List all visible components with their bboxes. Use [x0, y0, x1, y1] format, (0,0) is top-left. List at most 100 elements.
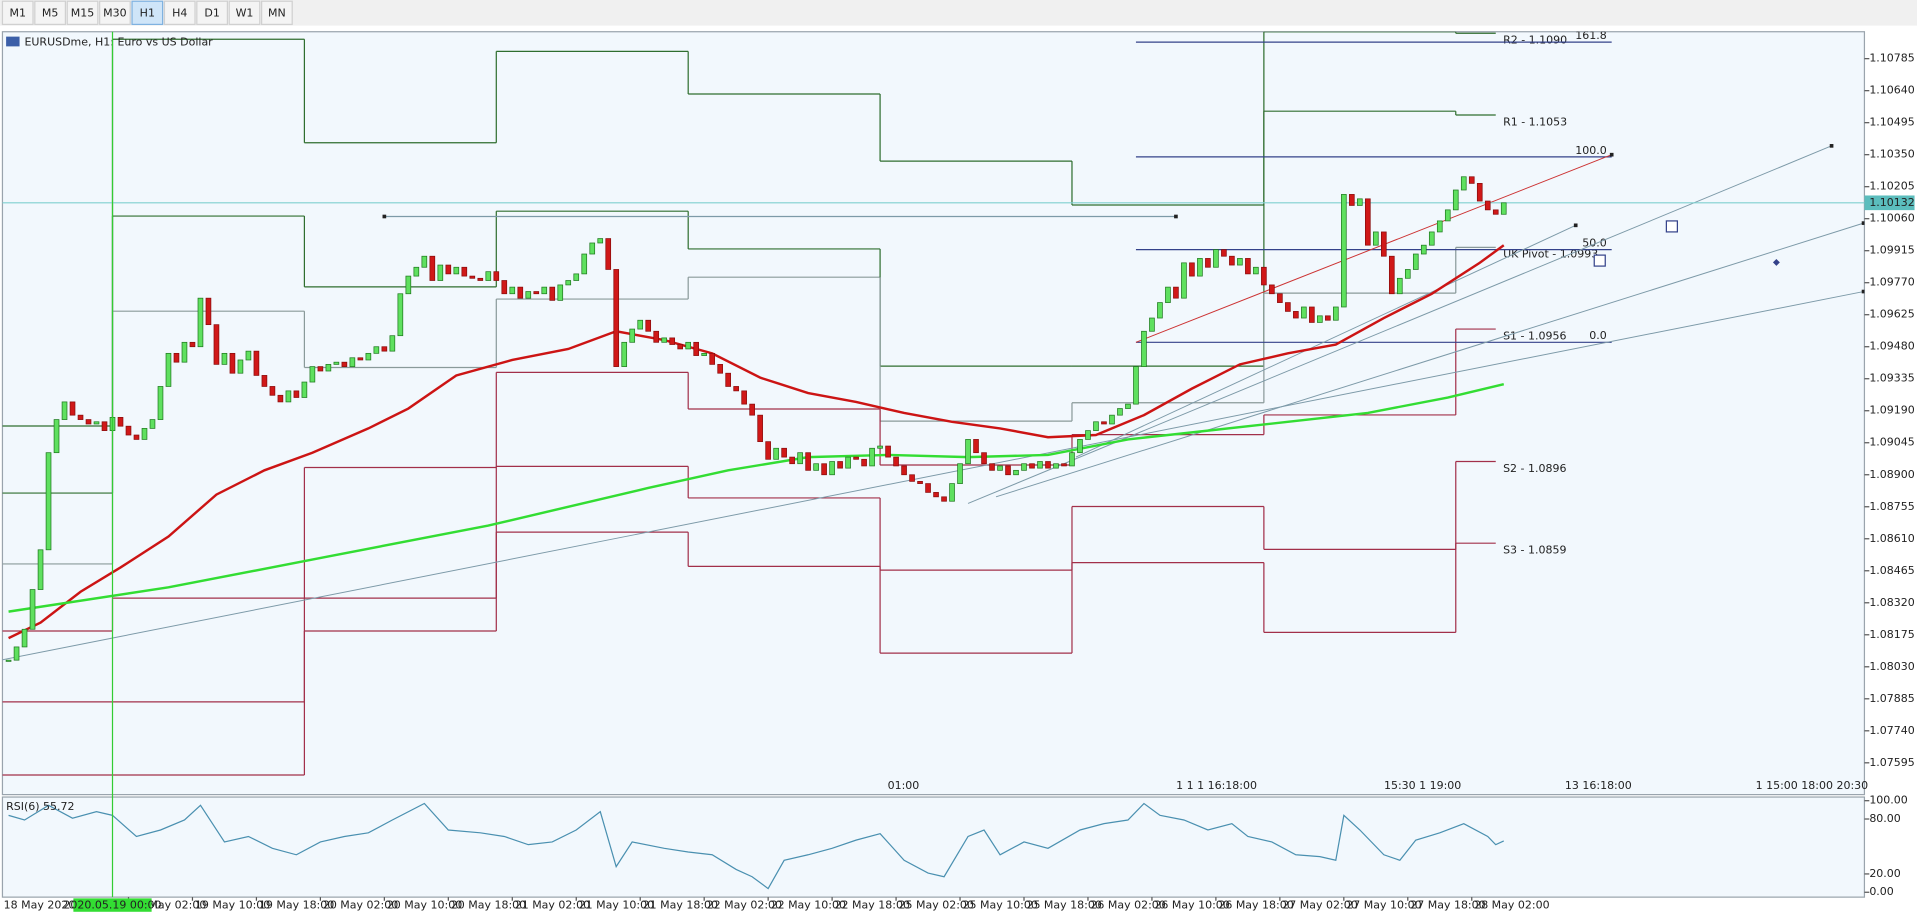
candle — [325, 364, 332, 372]
candle — [93, 421, 100, 425]
candle — [1237, 258, 1243, 266]
candle — [277, 394, 284, 403]
candle — [781, 447, 787, 458]
candle — [5, 659, 12, 662]
candle — [461, 266, 468, 277]
timeframe-button[interactable]: H4 — [163, 0, 196, 26]
rsi-panel — [1, 796, 1866, 898]
candle — [333, 361, 340, 365]
trendline — [967, 145, 1832, 504]
candle — [1317, 315, 1323, 323]
candle — [709, 352, 715, 365]
time-marker: 1 1 1 16:18:00 — [1176, 779, 1257, 792]
candle — [1157, 302, 1163, 319]
candle — [805, 452, 811, 471]
candle — [165, 352, 172, 387]
candle — [77, 414, 84, 420]
candle — [1349, 194, 1355, 206]
candle — [413, 266, 420, 277]
candle — [645, 319, 652, 332]
candle — [1197, 258, 1203, 277]
candle — [1141, 330, 1147, 367]
candle — [157, 386, 164, 420]
candle — [973, 439, 979, 454]
candle — [749, 403, 755, 416]
candle — [837, 461, 843, 469]
x-tick-label: 18 May 2020 — [4, 899, 76, 912]
candle — [1261, 266, 1267, 286]
candle — [1133, 366, 1139, 405]
x-tick-label: 21 May 02:00 — [515, 899, 590, 912]
y-tick-label: 1.10060 — [1869, 212, 1914, 225]
moving-average — [8, 383, 1505, 613]
x-tick-label: 27 May 10:00 — [1346, 899, 1421, 912]
x-tick-label: 22 May 02:00 — [707, 899, 782, 912]
candle — [141, 428, 148, 440]
candle — [1085, 430, 1091, 440]
candle — [1149, 317, 1155, 332]
candle — [1045, 461, 1051, 469]
candle — [637, 319, 644, 330]
x-tick-label: 28 May 02:00 — [1474, 899, 1549, 912]
x-tick-label: 19 May 18:00 — [259, 899, 334, 912]
candle — [237, 359, 244, 374]
main-panel — [1, 31, 1866, 796]
candle — [61, 401, 68, 420]
candle — [429, 255, 436, 281]
symbol-flag — [6, 36, 20, 47]
candle — [917, 481, 923, 484]
candle — [909, 474, 915, 482]
candle — [269, 386, 276, 396]
timeframe-button[interactable]: D1 — [196, 0, 229, 26]
toolbar — [0, 0, 1917, 26]
candle — [581, 253, 588, 275]
x-tick-label: 20 May 02:00 — [323, 899, 398, 912]
candle — [933, 492, 939, 498]
candle — [1221, 249, 1227, 257]
button-label: H1 — [140, 6, 155, 19]
y-tick-label: 1.07595 — [1869, 756, 1914, 769]
candle — [477, 277, 484, 281]
button-label: M30 — [103, 6, 126, 19]
candle — [1325, 315, 1331, 321]
candle — [1061, 463, 1067, 467]
candle — [85, 419, 92, 425]
candle — [653, 330, 660, 343]
y-tick-label: 1.10495 — [1869, 116, 1914, 129]
y-tick-label: 1.07885 — [1869, 692, 1914, 705]
candle — [1165, 286, 1171, 303]
rsi-plot — [8, 802, 1505, 890]
candle — [525, 291, 532, 299]
pivot-label: R2 - 1.1090 — [1503, 34, 1567, 47]
candle — [1125, 403, 1131, 409]
timeframe-button[interactable]: M1 — [1, 0, 34, 26]
candle — [13, 646, 20, 661]
button-face — [196, 0, 229, 26]
bid-label-box — [1864, 195, 1915, 211]
line-anchor — [382, 214, 387, 219]
candle — [629, 328, 636, 343]
timeframe-button[interactable]: M5 — [34, 0, 67, 26]
x-tick-label: 26 May 10:00 — [1154, 899, 1229, 912]
x-tick-label: 20 May 10:00 — [387, 899, 462, 912]
button-label: M5 — [42, 6, 58, 19]
candle — [309, 366, 316, 383]
candle — [1484, 200, 1491, 211]
candle — [485, 271, 492, 281]
timeframe-button[interactable]: M30 — [99, 0, 131, 26]
timeframe-button[interactable]: MN — [261, 0, 293, 26]
timeframe-button[interactable]: M15 — [66, 0, 99, 26]
candle — [197, 297, 204, 348]
candle — [1420, 244, 1427, 255]
candle — [253, 350, 260, 376]
timeframe-button[interactable]: H1 — [131, 0, 164, 26]
x-tick-label: 22 May 10:00 — [771, 899, 846, 912]
candle — [789, 456, 795, 465]
candle — [45, 452, 52, 551]
candle — [885, 445, 891, 458]
object-icon — [1772, 258, 1780, 266]
candle — [741, 390, 747, 405]
timeframe-button[interactable]: W1 — [228, 0, 261, 26]
y-tick-label: 1.09625 — [1869, 308, 1914, 321]
